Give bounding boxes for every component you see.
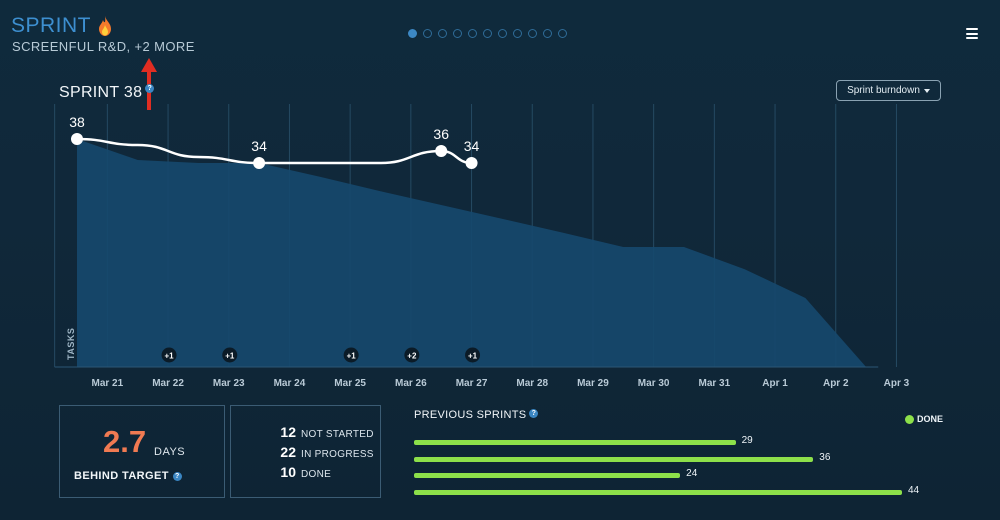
previous-sprints-title: PREVIOUS SPRINTS ? xyxy=(414,409,539,421)
dashboard-title-text: SPRINT xyxy=(11,14,92,37)
y-axis-label: TASKS xyxy=(66,328,76,360)
badge-circle xyxy=(222,347,238,363)
data-label: 34 xyxy=(464,138,480,154)
behind-label: BEHIND TARGET ? xyxy=(74,470,182,482)
sprint-bar[interactable] xyxy=(414,489,902,495)
legend-label: DONE xyxy=(917,414,944,424)
hamburger-menu-icon[interactable] xyxy=(966,28,978,39)
stat-not-started: 12 NOT STARTED xyxy=(274,424,374,440)
sprint-bar[interactable] xyxy=(414,473,681,478)
behind-target-panel: 2.7 DAYS BEHIND TARGET ? xyxy=(59,405,225,498)
page-dot[interactable] xyxy=(423,29,432,38)
data-label: 38 xyxy=(69,114,85,130)
previous-sprints-title-text: PREVIOUS SPRINTS xyxy=(414,409,527,421)
x-tick-label: Apr 1 xyxy=(762,378,788,389)
page-dot[interactable] xyxy=(558,29,567,38)
x-tick-label: Mar 21 xyxy=(92,378,124,389)
scope-change-badge: +1 xyxy=(222,347,238,363)
stat-value: 10 xyxy=(280,464,296,480)
x-tick-label: Mar 31 xyxy=(699,378,731,389)
sprint-bar-value: 36 xyxy=(819,451,831,463)
sprint-bar-value: 44 xyxy=(908,484,920,496)
badge-circle xyxy=(465,347,481,363)
x-tick-label: Mar 30 xyxy=(638,378,670,389)
legend-dot-icon xyxy=(905,414,914,424)
page-dot[interactable] xyxy=(438,29,447,38)
badge-label: +1 xyxy=(164,352,174,361)
x-tick-label: Apr 2 xyxy=(823,378,849,389)
page-dot[interactable] xyxy=(498,29,507,38)
stat-label: NOT STARTED xyxy=(301,429,374,440)
page-indicator[interactable] xyxy=(408,29,567,38)
page-dot[interactable] xyxy=(528,29,537,38)
data-point xyxy=(465,157,478,169)
badge-label: +1 xyxy=(347,352,357,361)
dashboard-title: SPRINT xyxy=(11,14,113,38)
x-tick-label: Apr 3 xyxy=(884,378,910,389)
target-area xyxy=(77,139,867,367)
sprint-bar-value: 29 xyxy=(741,435,753,446)
scope-change-badge: +1 xyxy=(161,347,177,363)
chart-type-dropdown[interactable]: Sprint burndown xyxy=(836,80,941,101)
scope-change-badge: +2 xyxy=(404,347,420,363)
flame-icon xyxy=(99,16,112,36)
x-tick-label: Mar 25 xyxy=(334,378,366,389)
badge-circle xyxy=(404,347,420,363)
stat-value: 22 xyxy=(280,444,296,460)
stat-label: IN PROGRESS xyxy=(301,449,374,460)
behind-unit: DAYS xyxy=(154,446,186,458)
data-label: 36 xyxy=(433,126,449,142)
chart-title: SPRINT 38 ? xyxy=(59,84,155,102)
scope-change-badge: +1 xyxy=(465,347,481,363)
x-tick-label: Mar 23 xyxy=(213,378,245,389)
help-icon[interactable]: ? xyxy=(145,84,155,93)
data-point xyxy=(253,157,266,169)
caret-down-icon xyxy=(923,88,930,93)
remaining-line xyxy=(76,137,472,165)
x-tick-label: Mar 27 xyxy=(456,378,488,389)
behind-label-text: BEHIND TARGET xyxy=(74,470,169,482)
stat-in-progress: 22 IN PROGRESS xyxy=(274,444,374,460)
x-tick-label: Mar 22 xyxy=(152,378,184,389)
page-dot[interactable] xyxy=(468,29,477,38)
sprint-bar-value: 24 xyxy=(686,468,698,479)
badge-label: +1 xyxy=(468,352,478,361)
data-point xyxy=(71,133,83,145)
help-icon[interactable]: ? xyxy=(172,471,182,481)
sprint-bar[interactable] xyxy=(414,456,814,462)
help-icon[interactable]: ? xyxy=(529,409,539,418)
stat-value: 12 xyxy=(280,424,296,440)
badge-label: +1 xyxy=(225,352,235,361)
stat-label: DONE xyxy=(301,469,332,480)
page-dot[interactable] xyxy=(453,29,462,38)
burndown-chart: TASKS Mar 21 Mar 22 Mar 23 Mar 24 Mar 25 Mar 2… xyxy=(54,104,910,389)
stat-done: 10 DONE xyxy=(274,464,331,480)
badge-circle xyxy=(161,347,177,363)
data-label: 34 xyxy=(251,138,267,154)
badge-circle xyxy=(343,347,359,363)
x-tick-label: Mar 29 xyxy=(577,378,609,389)
dropdown-label: Sprint burndown xyxy=(847,85,920,96)
status-panel: 12 NOT STARTED 22 IN PROGRESS 10 DONE xyxy=(230,405,381,498)
x-tick-label: Mar 24 xyxy=(274,378,306,389)
behind-value: 2.7 xyxy=(103,424,147,459)
scope-change-badge: +1 xyxy=(343,347,359,363)
sprint-bar[interactable] xyxy=(414,440,736,445)
page-dot[interactable] xyxy=(408,29,417,38)
chart-title-text: SPRINT 38 xyxy=(59,84,143,101)
page-dot[interactable] xyxy=(483,29,492,38)
badge-label: +2 xyxy=(407,352,417,361)
data-point xyxy=(435,145,448,157)
x-tick-label: Mar 26 xyxy=(395,378,427,389)
previous-sprints-legend: DONE xyxy=(905,414,943,424)
x-tick-label: Mar 28 xyxy=(516,378,548,389)
team-selector[interactable]: SCREENFUL R&D, +2 MORE xyxy=(12,39,195,54)
page-dot[interactable] xyxy=(543,29,552,38)
page-dot[interactable] xyxy=(513,29,522,38)
